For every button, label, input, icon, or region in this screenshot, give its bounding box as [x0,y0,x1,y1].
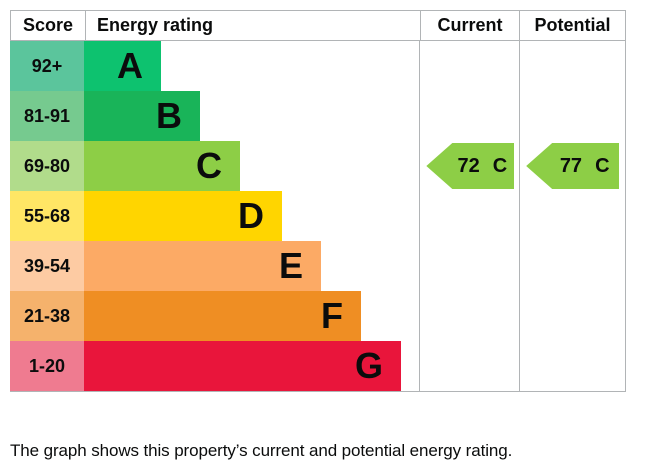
band-bar-letter: G [84,341,401,391]
potential-column: 77 C [519,41,626,391]
current-column: 72 C [419,41,519,391]
band-row-f: 21-38 F [10,291,419,341]
band-bar-letter: D [84,191,282,241]
header-current: Current [420,11,519,40]
chart-body: 92+ A 81-91 B 69-80 C 55-68 D 39-54 E 21-38 F 1-20 G … [10,41,626,392]
band-score-range: 1-20 [10,341,84,391]
band-score-range: 92+ [10,41,84,91]
band-bar-letter: E [84,241,321,291]
header-energy-rating: Energy rating [85,11,420,40]
band-score-range: 55-68 [10,191,84,241]
band-bar-letter: A [84,41,161,91]
band-score-range: 21-38 [10,291,84,341]
current-rating-band: C [492,154,508,177]
potential-rating-arrow: 77 C [526,143,620,189]
header-score: Score [22,15,74,35]
current-rating-arrow: 72 C [426,143,515,189]
band-score-range: 39-54 [10,241,84,291]
chart-caption: The graph shows this property’s current … [10,441,513,460]
band-row-e: 39-54 E [10,241,419,291]
band-row-c: 69-80 C [10,141,419,191]
band-row-b: 81-91 B [10,91,419,141]
band-score-range: 81-91 [10,91,84,141]
epc-rating-chart: Score Energy rating Current Potential 92… [10,10,626,392]
potential-rating-value: 77 [559,154,583,177]
band-bar-letter: C [84,141,240,191]
band-row-d: 55-68 D [10,191,419,241]
band-score-range: 69-80 [10,141,84,191]
band-bar-letter: B [84,91,200,141]
header-potential: Potential [519,11,625,40]
current-rating-value: 72 [457,154,480,177]
band-row-g: 1-20 G [10,341,419,391]
chart-header-row: Score Energy rating Current Potential [10,10,626,41]
energy-band-rows: 92+ A 81-91 B 69-80 C 55-68 D 39-54 E 21-38 F 1-20 G [10,41,419,391]
band-row-a: 92+ A [10,41,419,91]
band-bar-letter: F [84,291,361,341]
potential-rating-band: C [595,154,610,177]
